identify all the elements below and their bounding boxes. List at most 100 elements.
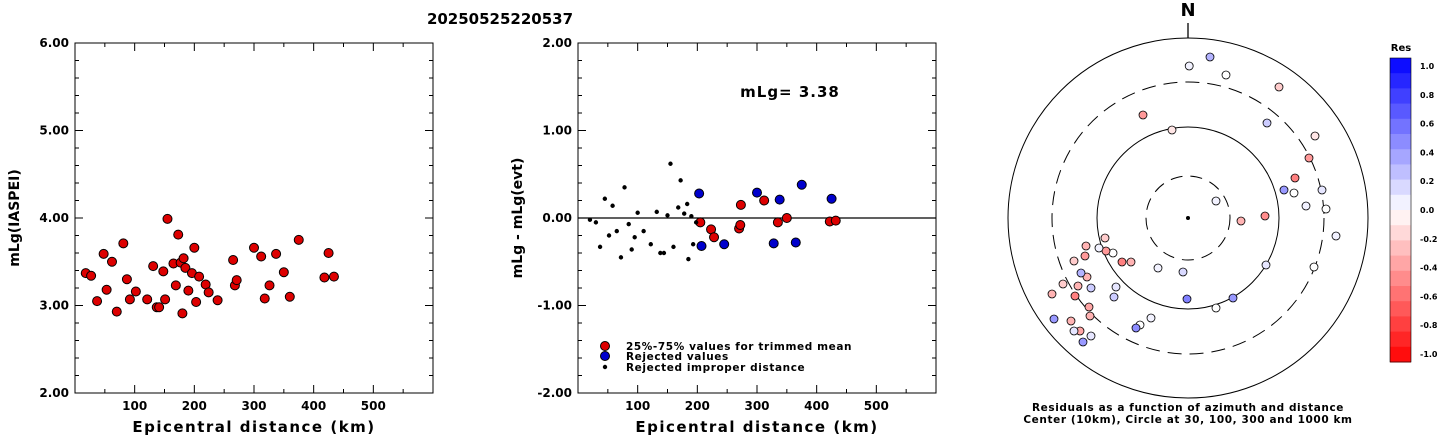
trimmed-mean-point bbox=[709, 232, 720, 243]
colorbar-segment bbox=[1390, 194, 1411, 211]
data-point bbox=[264, 280, 275, 291]
ring-300km bbox=[1051, 81, 1325, 355]
y-tick-label: 0.00 bbox=[542, 211, 572, 225]
x-tick-label: 500 bbox=[864, 399, 889, 413]
station-point bbox=[1082, 272, 1092, 282]
station-point bbox=[1228, 293, 1238, 303]
colorbar-segment bbox=[1390, 164, 1411, 181]
improper-distance-point bbox=[689, 214, 694, 219]
y-tick-label: -1.00 bbox=[537, 299, 572, 313]
y-tick-label: 1.00 bbox=[542, 124, 572, 138]
station-point bbox=[1279, 185, 1289, 195]
data-point bbox=[231, 275, 242, 286]
rejected-point bbox=[696, 241, 707, 251]
colorbar-segment bbox=[1390, 270, 1411, 287]
trimmed-mean-point bbox=[735, 220, 746, 230]
y-tick-label: 3.00 bbox=[39, 299, 69, 313]
colorbar-tick-label: 0.0 bbox=[1420, 206, 1435, 215]
data-point bbox=[212, 295, 223, 306]
rejected-point bbox=[752, 187, 762, 198]
station-point bbox=[1146, 313, 1156, 323]
improper-distance-point bbox=[626, 221, 631, 227]
y-tick-label: 2.00 bbox=[39, 386, 69, 400]
station-point bbox=[1084, 302, 1094, 312]
station-point bbox=[1205, 52, 1215, 62]
station-point bbox=[1301, 201, 1311, 211]
station-point bbox=[1262, 118, 1272, 128]
data-point bbox=[228, 255, 239, 265]
data-point bbox=[278, 267, 289, 278]
station-point bbox=[1109, 292, 1119, 302]
plot-frame bbox=[74, 42, 434, 394]
data-point bbox=[148, 261, 159, 272]
station-point bbox=[1126, 257, 1136, 267]
data-point bbox=[154, 302, 165, 313]
station-point bbox=[1211, 196, 1221, 206]
data-point bbox=[142, 294, 153, 305]
colorbar-title: Res bbox=[1391, 43, 1411, 54]
residual-colorbar: Res 1.0 0.8 0.6 0.4 0.2 0.0 -0.2 -0.4 -0.6 -0.8 -1.… bbox=[1389, 43, 1437, 363]
x-tick-label: 100 bbox=[625, 399, 650, 413]
improper-distance-point bbox=[676, 205, 681, 210]
x-tick-label: 300 bbox=[744, 399, 769, 413]
station-point bbox=[1117, 257, 1127, 267]
magnitude-vs-distance-plot: 100 200 300 400 500 2.00 3.00 4.00 5.00 6.00 Epice… bbox=[7, 36, 434, 436]
data-point bbox=[284, 291, 295, 302]
data-point bbox=[158, 266, 169, 277]
colorbar-tick-label: -0.2 bbox=[1420, 235, 1437, 244]
colorbar-segment bbox=[1390, 118, 1411, 135]
data-point bbox=[101, 284, 112, 295]
x-tick-label: 400 bbox=[301, 399, 326, 413]
improper-distance-point bbox=[684, 201, 690, 207]
improper-distance-point bbox=[648, 242, 653, 247]
y-tick-label: 4.00 bbox=[39, 211, 69, 225]
azimuth-residual-polar-plot: N Residuals as a function of azimuth and … bbox=[1007, 0, 1369, 426]
data-point bbox=[178, 253, 189, 264]
improper-distance-point bbox=[587, 217, 593, 222]
station-point bbox=[1289, 188, 1299, 198]
station-point bbox=[1178, 267, 1188, 277]
improper-distance-point bbox=[668, 161, 673, 166]
y-tick-label: 2.00 bbox=[542, 36, 572, 50]
station-point bbox=[1080, 251, 1090, 261]
data-point bbox=[177, 308, 188, 319]
station-point bbox=[1304, 153, 1314, 163]
colorbar-segment bbox=[1390, 88, 1411, 105]
improper-distance-point bbox=[593, 220, 599, 225]
station-point bbox=[1069, 326, 1079, 336]
magnitude-annotation: mLg= 3.38 bbox=[740, 83, 840, 101]
data-point bbox=[173, 229, 184, 240]
rejected-point bbox=[694, 188, 705, 199]
data-point bbox=[170, 280, 181, 291]
data-point bbox=[121, 274, 132, 285]
trimmed-mean-point bbox=[772, 217, 783, 228]
station-point bbox=[1073, 281, 1083, 291]
colorbar-segment bbox=[1390, 255, 1411, 272]
station-point bbox=[1078, 337, 1088, 347]
improper-distance-point bbox=[635, 210, 640, 215]
y-tick-label: -2.00 bbox=[537, 386, 572, 400]
data-point bbox=[106, 256, 117, 267]
figure-title: 20250525220537 bbox=[427, 10, 573, 28]
x-tick-label: 500 bbox=[361, 399, 386, 413]
colorbar-tick-label: 0.6 bbox=[1420, 120, 1435, 129]
station-point bbox=[1274, 82, 1284, 92]
station-point bbox=[1138, 110, 1148, 120]
polar-caption-line2: Center (10km), Circle at 30, 100, 300 an… bbox=[1023, 414, 1352, 426]
legend-label: 25%-75% values for trimmed mean bbox=[626, 341, 852, 353]
y-axis-label: mLg(IASPEI) bbox=[7, 169, 23, 267]
improper-distance-point bbox=[610, 203, 615, 208]
data-point bbox=[183, 285, 194, 296]
colorbar-segment bbox=[1390, 331, 1411, 348]
station-point bbox=[1260, 211, 1270, 221]
x-axis-label: Epicentral distance (km) bbox=[635, 418, 878, 436]
station-point bbox=[1070, 291, 1080, 301]
x-tick-label: 200 bbox=[182, 399, 207, 413]
station-point bbox=[1309, 262, 1319, 272]
colorbar-tick-label: -0.4 bbox=[1420, 264, 1437, 273]
station-point bbox=[1221, 70, 1231, 80]
data-point bbox=[130, 286, 141, 297]
station-point bbox=[1094, 243, 1104, 253]
improper-distance-point bbox=[618, 255, 624, 260]
